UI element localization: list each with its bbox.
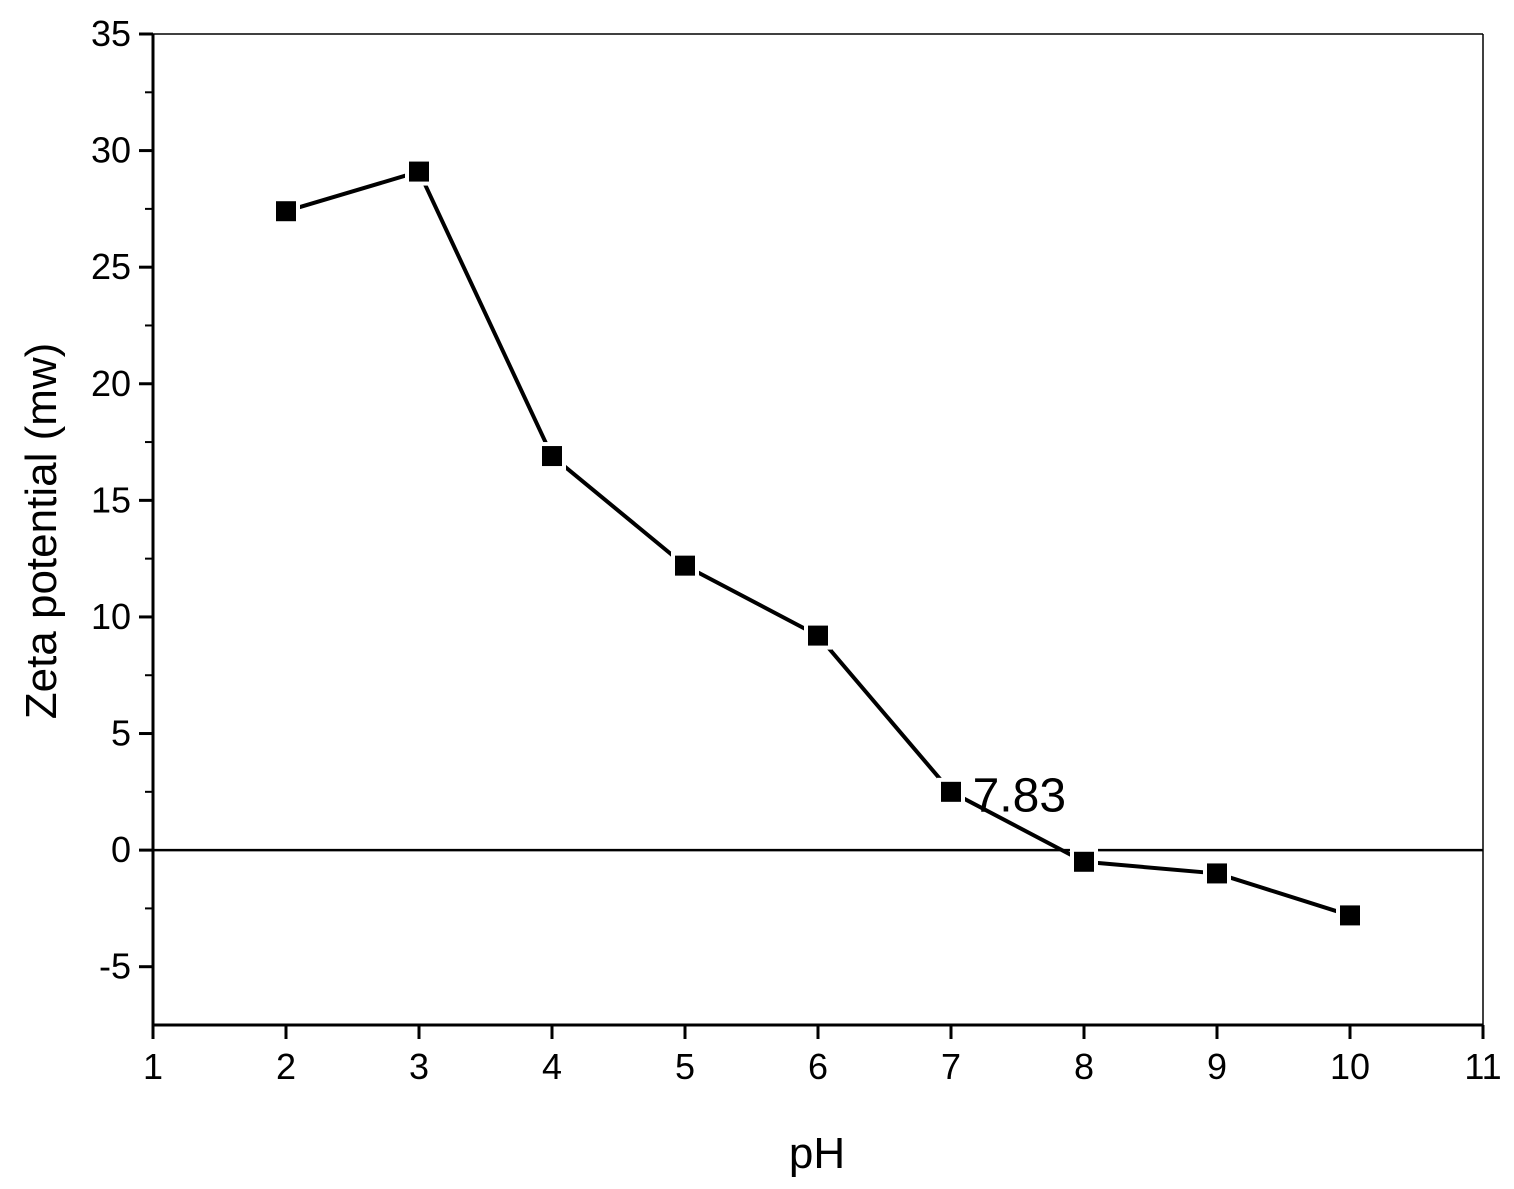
y-axis-title: Zeta potential (mw) <box>17 343 66 720</box>
y-tick-label: 15 <box>91 479 131 520</box>
x-tick-label: 10 <box>1330 1046 1370 1087</box>
data-point <box>675 555 695 576</box>
x-tick-label: 1 <box>143 1046 163 1087</box>
y-tick-label: 5 <box>111 713 131 754</box>
data-point <box>808 625 828 646</box>
data-point <box>276 201 296 222</box>
data-point <box>941 781 961 802</box>
x-tick-label: 6 <box>808 1046 828 1087</box>
data-point <box>1340 905 1360 926</box>
y-tick-label: 25 <box>91 246 131 287</box>
y-axis: -5 0 5 10 15 20 25 30 35 <box>91 13 153 987</box>
x-tick-label: 8 <box>1074 1046 1094 1087</box>
x-tick-label: 2 <box>276 1046 296 1087</box>
annotation-label: 7.83 <box>973 769 1066 822</box>
y-tick-label: 10 <box>91 596 131 637</box>
x-tick-label: 4 <box>542 1046 562 1087</box>
x-tick-label: 3 <box>409 1046 429 1087</box>
y-tick-label: 20 <box>91 363 131 404</box>
data-point <box>1074 851 1094 872</box>
plot-frame <box>151 33 1484 1027</box>
data-point <box>409 161 429 182</box>
data-point <box>542 446 562 467</box>
y-tick-label: 35 <box>91 13 131 54</box>
x-axis-title: pH <box>789 1129 845 1178</box>
series-line <box>285 169 1351 918</box>
data-point <box>1207 863 1227 884</box>
data-series <box>272 157 1364 930</box>
x-tick-label: 5 <box>675 1046 695 1087</box>
x-tick-label: 11 <box>1464 1046 1501 1087</box>
annotations: 7.83 <box>973 769 1066 822</box>
x-axis: 1 2 3 4 5 6 7 8 9 10 11 <box>143 1025 1502 1087</box>
y-tick-label: 30 <box>91 130 131 171</box>
x-tick-label: 9 <box>1207 1046 1227 1087</box>
y-tick-label: 0 <box>111 829 131 870</box>
x-tick-label: 7 <box>941 1046 961 1087</box>
y-tick-label: -5 <box>99 946 131 987</box>
